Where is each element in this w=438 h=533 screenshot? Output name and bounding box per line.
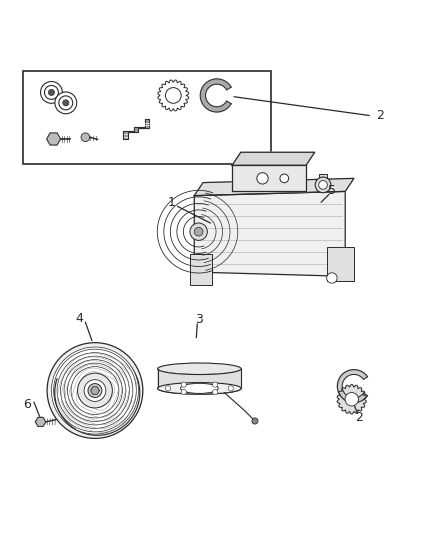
Polygon shape xyxy=(232,152,315,165)
Circle shape xyxy=(280,174,289,183)
Circle shape xyxy=(81,133,90,142)
Circle shape xyxy=(166,87,181,103)
Circle shape xyxy=(327,273,337,283)
Bar xyxy=(23,71,271,164)
Text: 3: 3 xyxy=(195,313,203,326)
Bar xyxy=(190,254,212,285)
Text: 2: 2 xyxy=(376,109,384,122)
Bar xyxy=(319,174,327,185)
Circle shape xyxy=(51,347,138,434)
Text: 6: 6 xyxy=(23,398,31,411)
Circle shape xyxy=(54,350,140,435)
Circle shape xyxy=(45,85,58,99)
Circle shape xyxy=(47,343,143,439)
Polygon shape xyxy=(35,417,46,426)
Text: 2: 2 xyxy=(355,411,363,424)
Circle shape xyxy=(55,92,77,114)
Circle shape xyxy=(190,223,207,240)
Circle shape xyxy=(315,177,331,193)
Text: 5: 5 xyxy=(328,184,336,197)
Circle shape xyxy=(41,82,62,103)
Circle shape xyxy=(212,390,218,395)
Circle shape xyxy=(319,181,327,189)
Ellipse shape xyxy=(180,383,218,393)
Ellipse shape xyxy=(158,363,241,375)
Circle shape xyxy=(257,173,268,184)
Polygon shape xyxy=(47,133,60,145)
Circle shape xyxy=(345,392,358,406)
Circle shape xyxy=(252,418,258,424)
Polygon shape xyxy=(337,384,366,414)
Circle shape xyxy=(48,90,54,95)
Polygon shape xyxy=(232,165,306,191)
Ellipse shape xyxy=(158,383,241,394)
Polygon shape xyxy=(91,387,99,394)
Circle shape xyxy=(90,385,100,396)
Circle shape xyxy=(59,96,73,110)
Polygon shape xyxy=(158,369,241,394)
Circle shape xyxy=(228,386,233,391)
Circle shape xyxy=(212,382,218,387)
Circle shape xyxy=(84,379,106,401)
Polygon shape xyxy=(194,191,345,276)
Circle shape xyxy=(166,386,171,391)
Circle shape xyxy=(88,384,102,398)
Bar xyxy=(328,247,353,281)
Circle shape xyxy=(78,373,113,408)
Polygon shape xyxy=(123,119,149,140)
Circle shape xyxy=(181,382,186,387)
Circle shape xyxy=(181,390,186,395)
Polygon shape xyxy=(200,79,231,112)
Polygon shape xyxy=(194,179,354,196)
Text: 1: 1 xyxy=(167,196,175,208)
Circle shape xyxy=(194,228,203,236)
Text: 4: 4 xyxy=(76,312,84,325)
Circle shape xyxy=(63,100,69,106)
Polygon shape xyxy=(337,370,367,403)
